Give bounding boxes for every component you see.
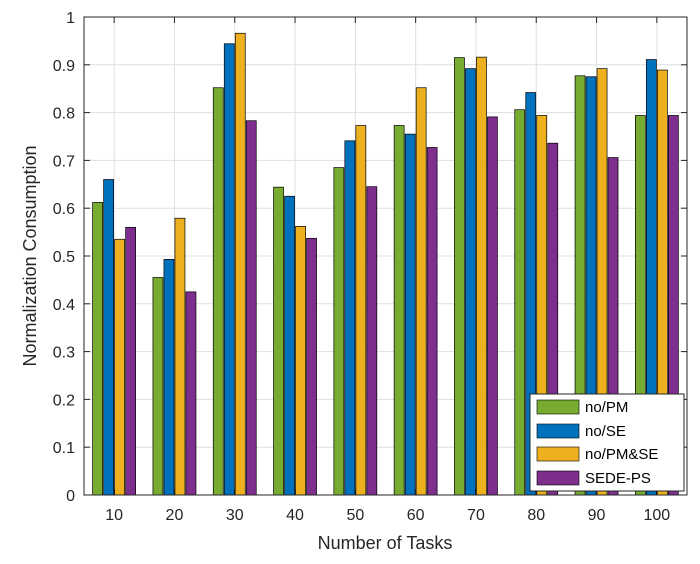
bar-no-se-40	[284, 195, 295, 496]
x-tick-label: 30	[226, 507, 244, 524]
x-tick-label: 80	[527, 507, 545, 524]
bar-no-pm-se-40	[295, 226, 306, 496]
legend-swatch-no-se	[536, 423, 580, 439]
bar-no-se-20	[163, 258, 175, 496]
bar-no-pm-20	[152, 277, 164, 496]
y-tick-label: 0.3	[53, 345, 75, 362]
legend-swatch-sede-ps	[536, 470, 580, 486]
legend-label-no-pm-se: no/PM&SE	[585, 446, 658, 463]
bar-no-pm-10	[92, 202, 104, 496]
bar-no-pm-60	[393, 125, 405, 496]
bar-no-se-10	[103, 179, 115, 496]
bar-no-pm-30	[212, 87, 224, 496]
bar-no-se-30	[223, 43, 235, 496]
bar-sede-ps-10	[125, 226, 137, 496]
y-tick-label: 1	[66, 10, 75, 27]
bar-sede-ps-70	[487, 116, 498, 496]
bar-no-se-60	[404, 133, 416, 496]
bar-no-pm-70	[454, 57, 465, 496]
bar-sede-ps-50	[366, 186, 378, 496]
bar-no-pm-se-30	[234, 32, 246, 496]
x-tick-label: 70	[467, 507, 485, 524]
bar-sede-ps-30	[245, 120, 257, 496]
y-tick-label: 0	[66, 488, 75, 505]
x-tick-label: 100	[643, 507, 670, 524]
legend: no/PM no/SE no/PM&SE SEDE-PS	[529, 393, 685, 492]
bar-no-se-70	[465, 68, 476, 496]
x-axis-label: Number of Tasks	[318, 533, 453, 553]
bar-no-pm-40	[273, 186, 284, 496]
bar-no-pm-se-60	[415, 87, 427, 496]
bar-sede-ps-40	[306, 237, 317, 496]
legend-swatch-no-pm	[536, 399, 580, 415]
bar-no-pm-80	[514, 109, 526, 496]
bar-no-se-50	[344, 140, 356, 496]
legend-swatch-no-pm-se	[536, 446, 580, 462]
x-tick-label: 60	[407, 507, 425, 524]
y-tick-label: 0.8	[53, 106, 75, 123]
y-tick-label: 0.6	[53, 201, 75, 218]
bar-no-pm-se-20	[174, 217, 186, 496]
y-axis-label: Normalization Consumption	[20, 145, 40, 366]
y-tick-label: 0.7	[53, 153, 75, 170]
y-tick-label: 0.1	[53, 440, 75, 457]
x-tick-label: 40	[286, 507, 304, 524]
bar-no-pm-se-70	[476, 56, 487, 496]
bar-no-pm-se-10	[114, 238, 126, 496]
bar-sede-ps-60	[426, 147, 438, 496]
x-tick-label: 90	[588, 507, 606, 524]
axis-ticks: 0 0.1 0.2 0.3 0.4 0.5 0.6 0.7 0.8 0.9 1 10 20 30 40 50 6…	[53, 10, 687, 524]
legend-label-sede-ps: SEDE-PS	[585, 470, 651, 487]
y-tick-label: 0.5	[53, 249, 75, 266]
legend-label-no-pm: no/PM	[585, 399, 628, 416]
y-tick-label: 0.2	[53, 392, 75, 409]
bar-no-pm-50	[333, 167, 345, 496]
y-tick-label: 0.4	[53, 297, 75, 314]
x-tick-label: 20	[166, 507, 184, 524]
y-tick-label: 0.9	[53, 58, 75, 75]
bar-sede-ps-20	[185, 291, 197, 496]
bars	[92, 32, 679, 496]
bar-no-pm-se-50	[355, 125, 367, 496]
legend-label-no-se: no/SE	[585, 423, 626, 440]
x-tick-label: 50	[346, 507, 364, 524]
x-tick-label: 10	[105, 507, 123, 524]
